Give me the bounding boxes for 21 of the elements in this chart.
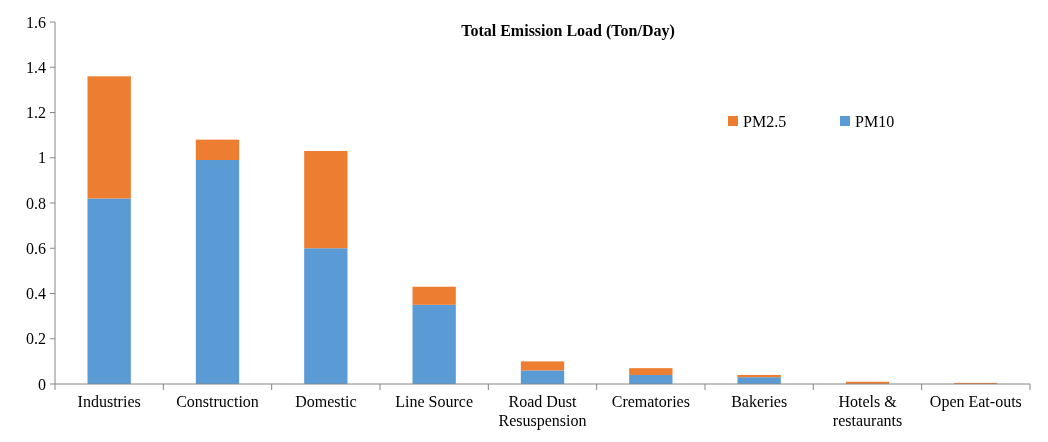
x-tick-label: Bakeries: [731, 393, 788, 410]
x-tick-label: Line Source: [395, 393, 474, 410]
y-tick-label: 1.4: [26, 58, 46, 76]
y-tick-label: 0.6: [26, 239, 46, 257]
x-tick-label: Domestic: [295, 393, 357, 410]
y-tick-label: 0.2: [26, 330, 46, 348]
x-tick-label: Industries: [77, 393, 141, 410]
x-tick-label: Road Dust Resuspension: [498, 393, 587, 430]
x-tick-label: Construction: [176, 393, 259, 410]
y-tick-label: 0: [38, 375, 46, 393]
legend-label: PM10: [855, 112, 895, 130]
y-tick-label: 1: [38, 149, 46, 167]
x-tick-label: Open Eat-outs: [929, 393, 1022, 411]
x-tick-label: Hotels & restaurants: [832, 393, 903, 429]
chart-title: Total Emission Load (Ton/Day): [461, 22, 675, 40]
legend-label: PM2.5: [743, 112, 787, 130]
y-tick-label: 1.6: [26, 13, 46, 31]
y-tick-label: 0.8: [26, 194, 46, 212]
x-tick-label: Crematories: [611, 393, 690, 410]
y-tick-label: 0.4: [26, 285, 46, 303]
y-tick-label: 1.2: [26, 104, 46, 122]
